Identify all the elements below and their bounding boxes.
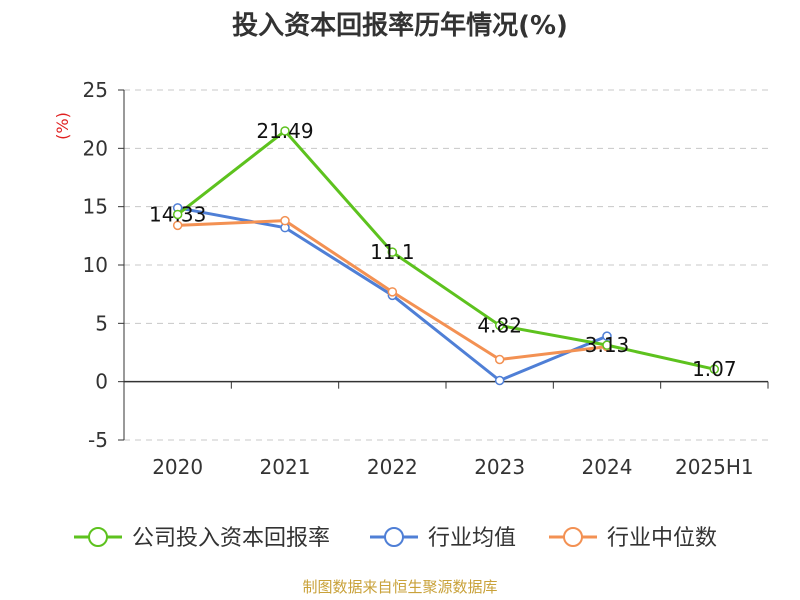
y-tick-label: 10 xyxy=(83,253,108,277)
chart-title: 投入资本回报率历年情况(%) xyxy=(232,10,568,41)
y-tick-label: 5 xyxy=(95,311,108,335)
data-point[interactable] xyxy=(494,375,505,386)
data-label: 4.82 xyxy=(477,313,522,337)
data-label: 21.49 xyxy=(256,119,313,143)
legend-item[interactable]: 行业均值 xyxy=(370,526,516,551)
x-tick-label: 2022 xyxy=(367,455,418,479)
y-tick-label: 0 xyxy=(95,370,108,394)
x-tick-label: 2023 xyxy=(474,455,525,479)
data-labels: 14.33 21.49 11.1 4.82 3.13 1.07 xyxy=(149,119,737,381)
data-point[interactable] xyxy=(709,364,720,374)
y-tick-label: 25 xyxy=(83,78,108,102)
x-tick-label: 2021 xyxy=(260,455,311,479)
y-axis-label: (%) xyxy=(53,112,72,140)
legend-label: 行业中位数 xyxy=(607,526,717,551)
x-tick-label: 2024 xyxy=(582,455,633,479)
data-point[interactable] xyxy=(172,220,183,231)
series-group xyxy=(172,126,720,386)
legend[interactable]: 公司投入资本回报率 行业均值 行业中位数 xyxy=(74,526,717,551)
legend-item[interactable]: 公司投入资本回报率 xyxy=(74,526,330,551)
source-note: 制图数据来自恒生聚源数据库 xyxy=(302,578,497,596)
data-label: 1.07 xyxy=(692,357,737,381)
data-point[interactable] xyxy=(494,320,505,331)
data-point[interactable] xyxy=(602,331,612,341)
legend-label: 行业均值 xyxy=(428,526,516,551)
data-point[interactable] xyxy=(602,340,612,350)
data-label: 14.33 xyxy=(149,202,206,226)
data-point[interactable] xyxy=(280,126,290,136)
legend-marker xyxy=(88,527,108,547)
y-tick-label: 15 xyxy=(83,195,108,219)
axes: -5 0 5 10 15 20 25 2020 2021 2022 2023 2024 2025H1 xyxy=(83,78,769,479)
data-point[interactable] xyxy=(280,215,290,226)
y-tick-label: -5 xyxy=(88,428,108,452)
data-point[interactable] xyxy=(387,247,398,257)
grid-lines xyxy=(124,89,768,441)
data-label: 11.1 xyxy=(370,240,415,264)
legend-marker xyxy=(563,527,583,547)
data-point[interactable] xyxy=(494,354,505,365)
y-tick-label: 20 xyxy=(83,136,108,160)
data-point[interactable] xyxy=(172,209,183,220)
data-point[interactable] xyxy=(387,287,398,297)
legend-item[interactable]: 行业中位数 xyxy=(549,526,717,551)
legend-label: 公司投入资本回报率 xyxy=(132,526,330,551)
x-tick-label: 2020 xyxy=(152,455,203,479)
x-tick-label: 2025H1 xyxy=(675,455,754,479)
data-label: 3.13 xyxy=(585,333,630,357)
legend-marker xyxy=(384,527,404,547)
series-line xyxy=(176,129,715,371)
